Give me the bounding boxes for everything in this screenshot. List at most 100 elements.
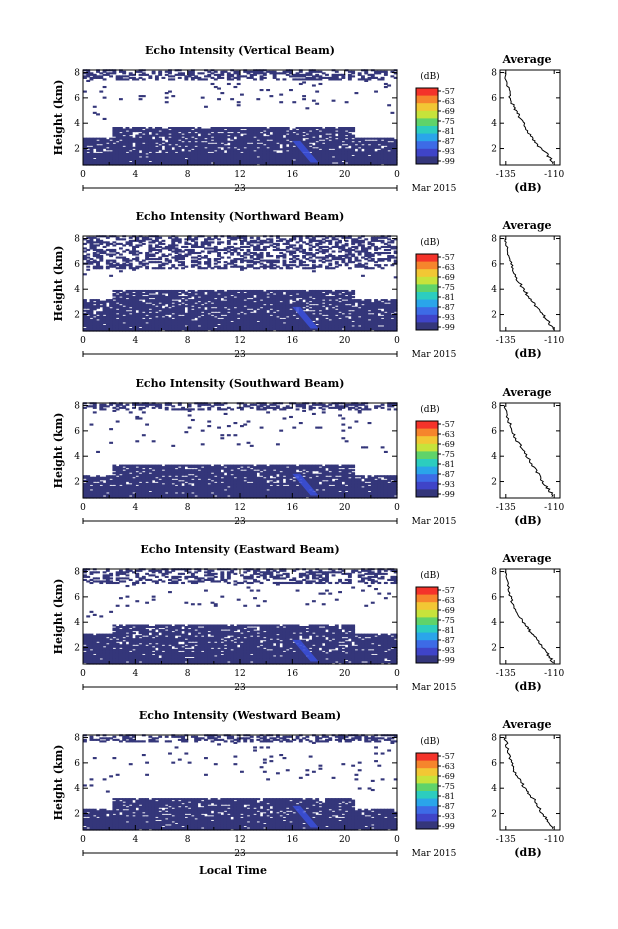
heatmap-cell: [187, 134, 192, 137]
heatmap-cell: [325, 73, 329, 76]
heatmap-cell: [266, 89, 271, 92]
heatmap-cell: [197, 161, 202, 165]
heatmap-cell: [154, 155, 159, 158]
heatmap-cell: [171, 133, 176, 136]
heatmap-cell: [187, 133, 192, 136]
colorbar-frame: [415, 87, 439, 165]
heatmap-cell: [190, 157, 195, 160]
heatmap-cell: [331, 134, 336, 137]
heatmap-cell: [256, 143, 261, 146]
heatmap-cell: [161, 242, 166, 245]
heatmap-cell: [380, 78, 385, 81]
heatmap-cell: [210, 134, 215, 137]
heatmap-cell: [387, 145, 392, 148]
heatmap-cell: [383, 154, 388, 157]
heatmap-cell: [393, 76, 398, 79]
heatmap-cell: [138, 158, 143, 162]
heatmap-cell: [92, 244, 97, 247]
heatmap-cell: [217, 148, 221, 151]
heatmap-cell: [243, 154, 248, 157]
heatmap-cell: [115, 256, 120, 259]
heatmap-cell: [344, 133, 349, 136]
heatmap-cell: [321, 152, 326, 155]
heatmap-cell: [200, 154, 205, 157]
heatmap-cell: [115, 309, 120, 312]
heatmap-cell: [190, 73, 195, 76]
heatmap-cell: [354, 161, 359, 165]
heatmap-cell: [99, 148, 104, 151]
heatmap-cell: [341, 151, 346, 154]
heatmap-cell: [135, 256, 140, 259]
heatmap-cell: [96, 255, 100, 258]
heatmap-cell: [253, 140, 257, 143]
heatmap-cell: [253, 78, 257, 81]
heatmap-cell: [112, 140, 117, 143]
heatmap-cell: [272, 137, 277, 140]
heatmap-cell: [112, 317, 117, 320]
heatmap-cell: [351, 155, 356, 158]
heatmap-cell: [357, 143, 362, 146]
heatmap-cell: [272, 127, 277, 130]
heatmap-cell: [207, 145, 212, 148]
heatmap-cell: [292, 75, 297, 78]
heatmap-cell: [168, 139, 172, 142]
heatmap-cell: [351, 130, 356, 133]
heatmap-cell: [377, 146, 382, 149]
heatmap-cell: [354, 142, 359, 145]
heatmap-cell: [377, 142, 382, 145]
heatmap-cell: [311, 133, 316, 136]
heatmap-cell: [256, 145, 261, 148]
heatmap-cell: [125, 131, 130, 134]
heatmap-cell: [112, 303, 117, 306]
heatmap-cell: [334, 140, 339, 143]
heatmap-cell: [295, 73, 300, 76]
heatmap-cell: [83, 273, 87, 276]
heatmap-cell: [151, 161, 156, 165]
heatmap-cell: [92, 306, 97, 309]
heatmap-cell: [207, 152, 212, 155]
heatmap-cell: [289, 154, 293, 157]
heatmap-cell: [370, 161, 375, 165]
heatmap-cell: [118, 297, 123, 300]
heatmap-cell: [96, 300, 100, 303]
heatmap-cell: [217, 133, 221, 136]
heatmap-cell: [86, 137, 91, 140]
heatmap-cell: [89, 160, 94, 163]
heatmap-cell: [217, 128, 221, 131]
heatmap-cell: [213, 161, 218, 165]
heatmap-cell: [89, 321, 94, 324]
heatmap-cell: [253, 148, 257, 151]
heatmap-cell: [96, 70, 100, 73]
heatmap-cell: [292, 151, 297, 154]
heatmap-cell: [285, 146, 290, 149]
heatmap-cell: [367, 78, 372, 81]
heatmap-cell: [275, 157, 280, 160]
heatmap-cell: [220, 137, 225, 140]
heatmap-cell: [171, 160, 176, 163]
heatmap-cell: [341, 134, 346, 137]
heatmap-cell: [122, 155, 127, 158]
heatmap-cell: [249, 134, 254, 137]
heatmap-cell: [315, 131, 320, 134]
heatmap-cell: [256, 98, 261, 101]
heatmap-cell: [351, 134, 356, 137]
heatmap-cell: [259, 152, 264, 155]
heatmap-cell: [334, 76, 339, 79]
heatmap-cell: [289, 72, 293, 75]
colorbar-tick-label: -69: [442, 107, 455, 116]
heatmap-cell: [138, 139, 143, 142]
heatmap-cell: [380, 70, 385, 73]
heatmap-cell: [132, 161, 136, 165]
heatmap-cell: [311, 154, 316, 157]
heatmap-cell: [194, 143, 199, 146]
heatmap-cell: [109, 75, 114, 78]
heatmap-cell: [213, 131, 218, 134]
heatmap-cell: [374, 140, 378, 143]
heatmap-cell: [86, 324, 91, 328]
heatmap-cell: [132, 151, 136, 154]
heatmap-cell: [96, 324, 100, 328]
heatmap-cell: [318, 131, 323, 134]
heatmap-cell: [148, 154, 153, 157]
heatmap-cell: [246, 143, 251, 146]
heatmap-cell: [115, 320, 120, 323]
